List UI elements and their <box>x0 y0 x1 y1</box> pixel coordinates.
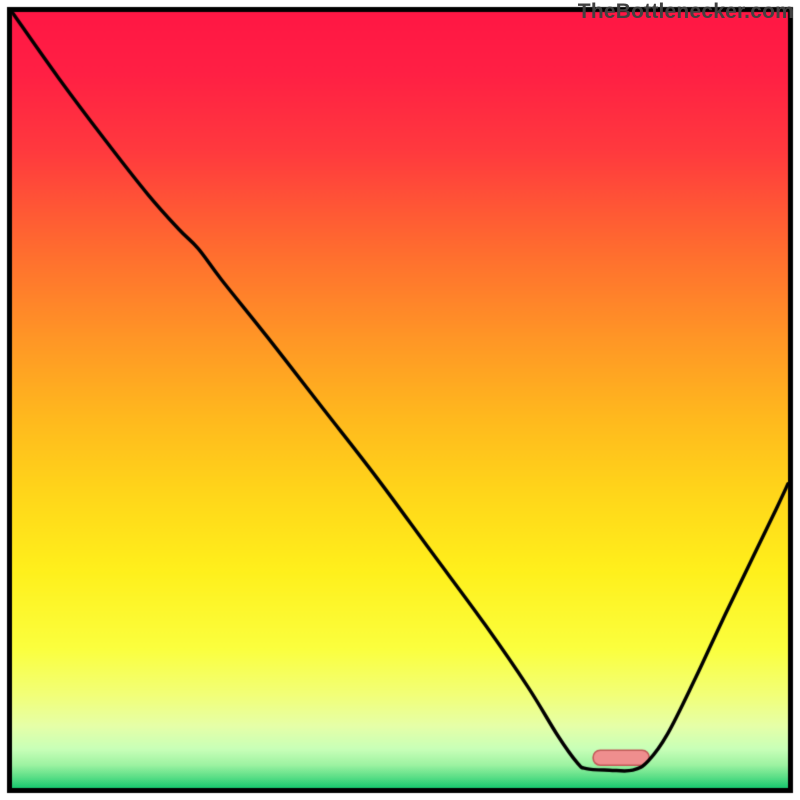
chart-stage: TheBottlenecker.com <box>0 0 800 800</box>
bottleneck-curve-overlay <box>0 0 800 800</box>
